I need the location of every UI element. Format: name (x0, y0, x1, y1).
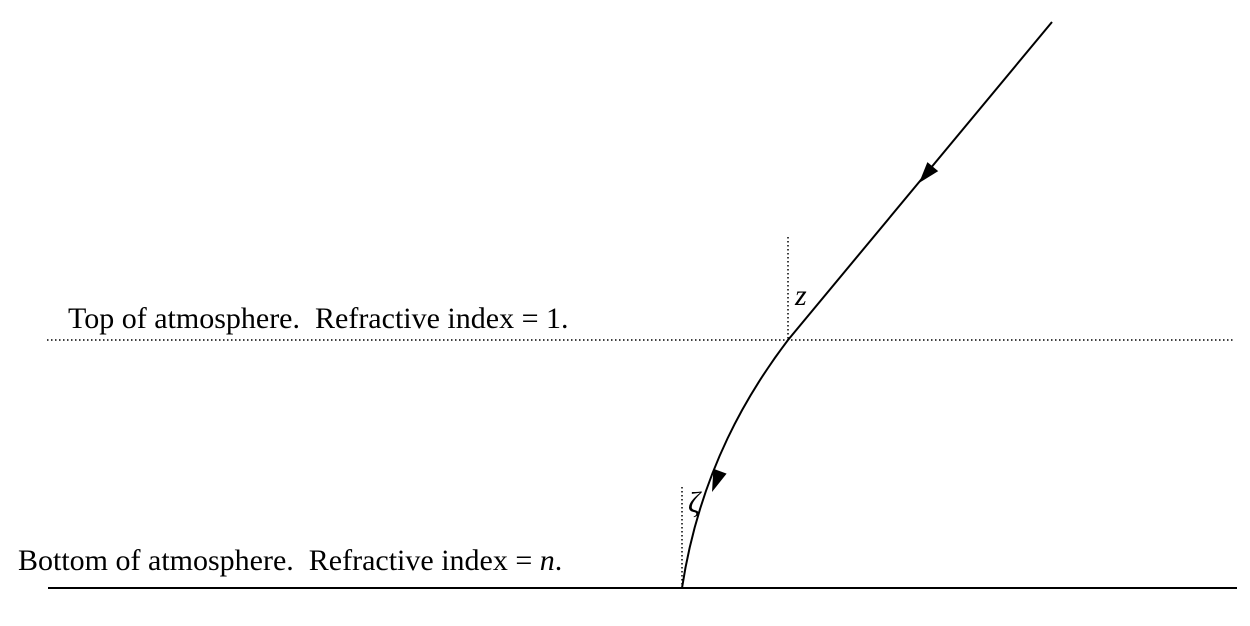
angle-zeta: ζ (688, 486, 702, 519)
arrowhead (919, 162, 939, 183)
arrowhead (712, 468, 727, 492)
bottom-label-end: . (555, 544, 563, 577)
bottom-label-variable: n (540, 544, 555, 577)
bottom-label: Bottom of atmosphere. Refractive index =… (18, 544, 562, 577)
top-label: Top of atmosphere. Refractive index = 1. (68, 302, 569, 335)
refracted-ray (681, 339, 789, 589)
bottom-label-text: Bottom of atmosphere. Refractive index = (18, 544, 540, 577)
angle-z: z (794, 279, 807, 312)
